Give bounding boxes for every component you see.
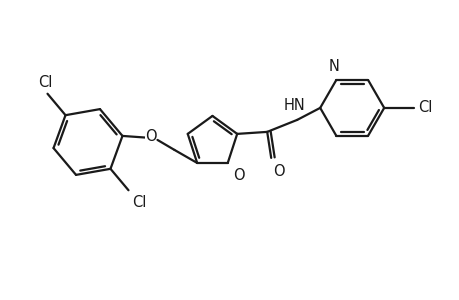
Text: Cl: Cl: [417, 100, 431, 116]
Text: Cl: Cl: [132, 195, 146, 210]
Text: O: O: [273, 164, 284, 179]
Text: O: O: [144, 129, 156, 144]
Text: O: O: [232, 168, 244, 183]
Text: N: N: [328, 59, 339, 74]
Text: HN: HN: [283, 98, 304, 113]
Text: Cl: Cl: [38, 75, 53, 90]
